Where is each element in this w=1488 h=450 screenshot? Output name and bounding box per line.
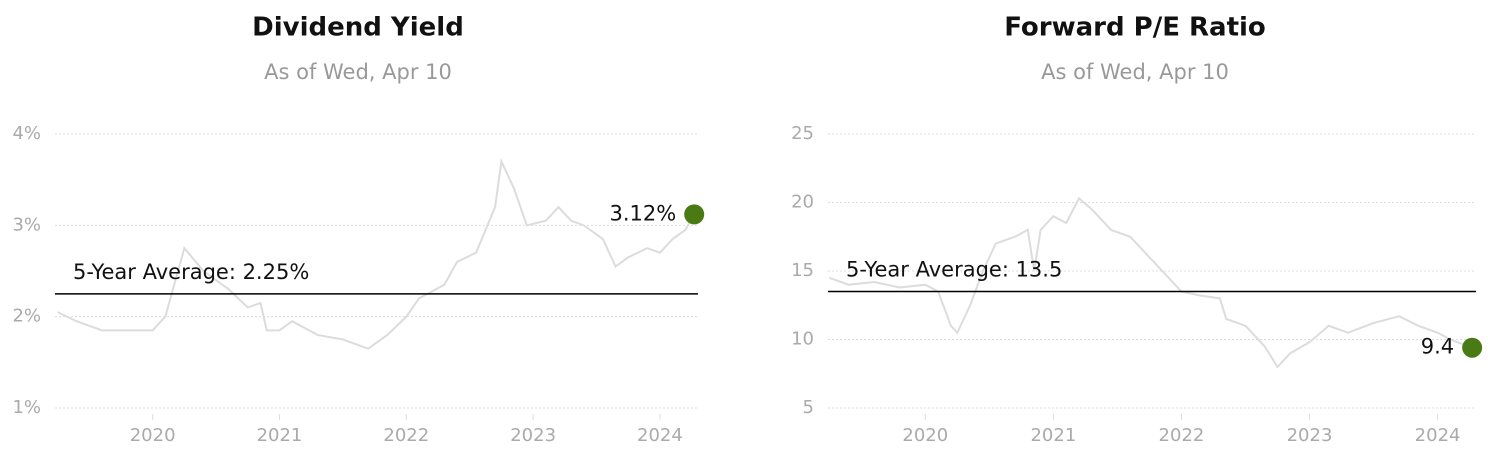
data-line	[828, 196, 1473, 369]
chart-title: Dividend Yield	[252, 13, 464, 43]
x-tick-label: 2020	[130, 425, 176, 446]
y-tick-label: 10	[791, 329, 814, 350]
data-line	[57, 157, 696, 350]
x-tick-label: 2024	[637, 425, 683, 446]
chart-title: Forward P/E Ratio	[1004, 13, 1266, 43]
y-tick-label: 15	[791, 260, 814, 281]
latest-label: 9.4	[1421, 335, 1454, 359]
average-label: 5-Year Average: 13.5	[846, 258, 1062, 282]
y-tick-label: 3%	[12, 214, 41, 235]
x-tick-label: 2023	[1287, 425, 1333, 446]
y-tick-label: 20	[791, 192, 814, 213]
y-tick-label: 4%	[12, 123, 41, 144]
y-tick-label: 25	[791, 123, 814, 144]
y-tick-label: 5	[803, 397, 814, 418]
x-tick-label: 2020	[902, 425, 948, 446]
chart-subtitle: As of Wed, Apr 10	[264, 60, 452, 84]
latest-dot	[1462, 337, 1483, 358]
x-tick-label: 2021	[257, 425, 303, 446]
x-tick-label: 2023	[510, 425, 556, 446]
x-tick-label: 2022	[1159, 425, 1205, 446]
x-tick-label: 2024	[1415, 425, 1461, 446]
chart-subtitle: As of Wed, Apr 10	[1041, 60, 1229, 84]
average-label: 5-Year Average: 2.25%	[73, 260, 309, 284]
latest-dot	[684, 204, 705, 225]
latest-label: 3.12%	[609, 201, 676, 225]
x-tick-label: 2022	[383, 425, 429, 446]
y-tick-label: 2%	[12, 306, 41, 327]
x-tick-label: 2021	[1030, 425, 1076, 446]
y-tick-label: 1%	[12, 397, 41, 418]
